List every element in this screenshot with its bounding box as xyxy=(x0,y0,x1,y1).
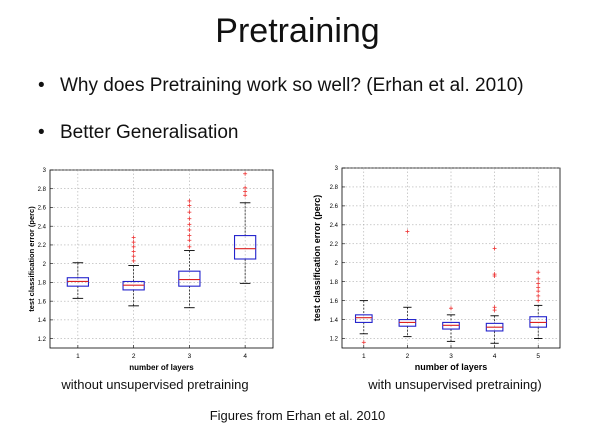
bullet-2: • Better Generalisation xyxy=(38,122,239,144)
y-tick-label: 2.4 xyxy=(330,223,339,229)
x-tick-label: 3 xyxy=(188,353,192,360)
box xyxy=(178,270,201,287)
y-tick-label: 2.8 xyxy=(38,187,47,193)
y-tick-label: 1.2 xyxy=(330,337,339,343)
figure-source: Figures from Erhan et al. 2010 xyxy=(209,408,386,423)
bullet-dot: • xyxy=(38,122,45,143)
outlier-point xyxy=(187,222,192,227)
x-axis-label: number of layers xyxy=(415,362,488,372)
outlier-point xyxy=(536,293,541,298)
outlier-point xyxy=(187,216,192,221)
outlier-point xyxy=(536,285,541,290)
x-tick-label: 2 xyxy=(132,353,136,360)
y-tick-label: 2.8 xyxy=(330,185,339,191)
x-tick-label: 4 xyxy=(243,353,247,360)
y-tick-label: 2.2 xyxy=(38,243,47,249)
y-tick-label: 2 xyxy=(43,262,47,268)
outlier-point xyxy=(187,203,192,208)
outlier-point xyxy=(536,281,541,286)
outlier-point xyxy=(243,171,248,176)
outlier-point xyxy=(187,238,192,243)
y-tick-label: 3 xyxy=(335,166,339,172)
outlier-point xyxy=(405,229,410,234)
outlier-point xyxy=(131,235,136,240)
y-tick-label: 2.4 xyxy=(38,224,47,230)
bullet-dot: • xyxy=(38,75,45,96)
y-tick-label: 1.8 xyxy=(38,281,47,287)
outlier-point xyxy=(449,306,453,311)
x-tick-label: 2 xyxy=(406,353,410,360)
y-axis-label: test classification error (perc) xyxy=(27,206,36,312)
y-tick-label: 1.4 xyxy=(330,318,339,324)
y-tick-label: 1.4 xyxy=(38,318,47,324)
y-tick-label: 3 xyxy=(43,168,47,174)
boxplot-without-pretraining: 1.2 1.4 1.6 1.8 2 2.2 2.4 2.6 2.8 3 1 2 3 4 number of … xyxy=(27,168,274,372)
outlier-point xyxy=(492,305,497,310)
outlier-point xyxy=(131,254,136,259)
chart-caption-without-pretraining: without unsupervised pretraining xyxy=(61,377,249,392)
boxplot-with-pretraining: 1.2 1.4 1.6 1.8 2 2.2 2.4 2.6 2.8 3 1 2 3 4 5 number of… xyxy=(312,166,561,372)
x-tick-label: 5 xyxy=(536,353,540,360)
y-tick-label: 2.2 xyxy=(330,242,339,248)
outlier-point xyxy=(536,289,541,294)
bullet-1: • Why does Pretraining work so well? (Erh… xyxy=(38,75,524,97)
outlier-point xyxy=(131,244,136,249)
outlier-point xyxy=(187,198,192,203)
plot-area xyxy=(341,167,561,349)
chart-caption-with-pretraining: with unsupervised pretraining) xyxy=(368,377,542,392)
outlier-point xyxy=(243,189,248,194)
y-tick-label: 2 xyxy=(335,261,339,267)
outlier-point xyxy=(131,258,136,263)
x-tick-label: 1 xyxy=(362,353,366,360)
outlier-point xyxy=(131,240,136,245)
x-tick-label: 1 xyxy=(76,353,80,360)
y-tick-label: 2.6 xyxy=(330,204,339,210)
x-tick-label: 4 xyxy=(493,353,497,360)
outlier-point xyxy=(492,272,497,277)
outlier-point xyxy=(536,298,541,303)
outlier-point xyxy=(187,244,192,249)
bullet-2-text: Better Generalisation xyxy=(60,122,239,143)
box xyxy=(354,314,373,323)
outlier-point xyxy=(187,210,192,215)
y-tick-label: 1.6 xyxy=(38,299,47,305)
y-tick-label: 1.8 xyxy=(330,280,339,286)
outlier-point xyxy=(243,193,248,198)
x-axis-label: number of layers xyxy=(129,363,194,372)
outlier-point xyxy=(243,185,248,190)
box xyxy=(233,235,257,260)
bullet-1-text: Why does Pretraining work so well? (Erha… xyxy=(60,75,524,96)
outlier-point xyxy=(131,249,136,254)
outlier-point xyxy=(536,270,541,275)
y-tick-label: 1.2 xyxy=(38,337,47,343)
outlier-point xyxy=(361,340,366,345)
slide-title: Pretraining xyxy=(215,12,380,50)
outlier-point xyxy=(536,276,541,281)
outlier-point xyxy=(187,227,192,232)
y-axis-label: test classification error (perc) xyxy=(312,195,322,322)
outlier-point xyxy=(492,246,497,251)
y-tick-label: 1.6 xyxy=(330,299,339,305)
outlier-point xyxy=(187,233,192,238)
y-tick-label: 2.6 xyxy=(38,206,47,212)
x-tick-label: 3 xyxy=(449,353,453,360)
